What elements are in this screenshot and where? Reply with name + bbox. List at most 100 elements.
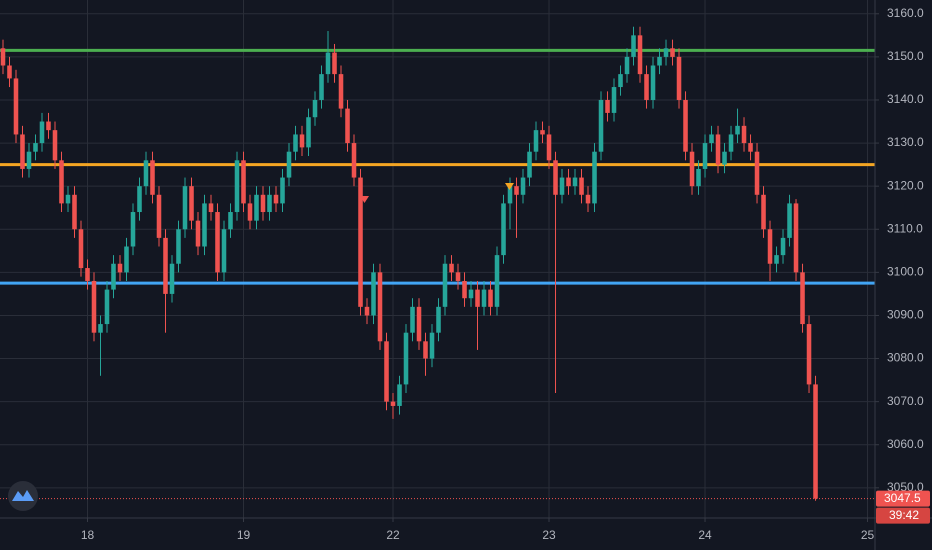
candle-body bbox=[618, 74, 623, 88]
candle-body bbox=[527, 151, 532, 178]
candle-body bbox=[468, 289, 474, 299]
x-tick-label: 24 bbox=[698, 528, 712, 542]
candle-body bbox=[78, 229, 84, 269]
candle-body bbox=[611, 87, 617, 113]
candle-body bbox=[189, 186, 194, 221]
y-tick-label: 3160.0 bbox=[887, 6, 924, 20]
candle-body bbox=[540, 130, 545, 135]
candle-body bbox=[767, 229, 773, 264]
candle-body bbox=[234, 160, 240, 213]
y-tick-label: 3120.0 bbox=[887, 178, 924, 192]
candle-body bbox=[462, 280, 467, 299]
candle-body bbox=[104, 289, 110, 325]
candle-body bbox=[280, 177, 285, 204]
candle-body bbox=[319, 74, 324, 100]
candle-body bbox=[501, 203, 506, 256]
candle-body bbox=[507, 186, 513, 204]
candle-body bbox=[169, 263, 175, 294]
candle-body bbox=[26, 151, 32, 169]
candle-body bbox=[351, 143, 357, 178]
candle-body bbox=[806, 324, 812, 385]
candle-body bbox=[449, 263, 454, 273]
candle-body bbox=[345, 108, 350, 144]
candle-body bbox=[7, 65, 12, 79]
candle-body bbox=[709, 134, 714, 144]
candle-body bbox=[624, 56, 630, 75]
candle-body bbox=[397, 384, 402, 406]
candle-body bbox=[663, 48, 669, 57]
candle-body bbox=[475, 289, 480, 307]
candle-body bbox=[228, 212, 233, 230]
candle-body bbox=[572, 177, 578, 187]
candle-body bbox=[533, 130, 539, 152]
logo bbox=[8, 481, 38, 511]
candle-body bbox=[455, 272, 461, 281]
candle-body bbox=[65, 194, 71, 204]
candle-body bbox=[72, 194, 77, 230]
candle-body bbox=[33, 143, 38, 152]
candle-body bbox=[195, 220, 201, 247]
candle-body bbox=[20, 134, 25, 169]
candle-body bbox=[722, 151, 727, 165]
candle-body bbox=[299, 134, 305, 148]
candle-body bbox=[566, 177, 571, 187]
y-tick-label: 3140.0 bbox=[887, 92, 924, 106]
candle-body bbox=[696, 168, 701, 187]
y-tick-label: 3150.0 bbox=[887, 49, 924, 63]
candle-body bbox=[436, 306, 441, 333]
candle-body bbox=[241, 160, 246, 204]
candle-body bbox=[403, 332, 409, 385]
candle-body bbox=[559, 177, 565, 195]
candle-body bbox=[585, 194, 591, 204]
candle-body bbox=[293, 134, 298, 152]
candle-body bbox=[741, 125, 747, 144]
candle-body bbox=[143, 160, 149, 187]
candle-body bbox=[312, 99, 318, 118]
candle-body bbox=[442, 263, 448, 307]
candle-body bbox=[117, 263, 123, 273]
candle-body bbox=[0, 48, 6, 66]
x-tick-label: 18 bbox=[81, 528, 95, 542]
last-price-box bbox=[876, 490, 930, 507]
candle-body bbox=[670, 48, 675, 57]
candle-body bbox=[520, 177, 526, 195]
candle-body bbox=[676, 56, 682, 100]
candle-body bbox=[59, 160, 64, 204]
candle-body bbox=[208, 203, 214, 213]
x-tick-label: 23 bbox=[542, 528, 556, 542]
signal-marker bbox=[360, 196, 369, 203]
candle-body bbox=[761, 194, 766, 230]
candle-body bbox=[163, 237, 168, 294]
candle-body bbox=[358, 177, 363, 307]
candle-body bbox=[332, 52, 337, 75]
candle-body bbox=[260, 194, 266, 213]
y-tick-label: 3090.0 bbox=[887, 308, 924, 322]
y-tick-label: 3130.0 bbox=[887, 135, 924, 149]
candle-body bbox=[156, 194, 162, 238]
candle-body bbox=[683, 99, 688, 152]
candle-body bbox=[488, 289, 493, 307]
candle-body bbox=[325, 52, 331, 75]
candle-body bbox=[800, 272, 805, 325]
signal-marker bbox=[505, 183, 514, 190]
candle-body bbox=[390, 401, 396, 406]
candle-body bbox=[787, 203, 792, 238]
candle-body bbox=[182, 186, 188, 230]
candle-body bbox=[137, 186, 142, 213]
candle-body bbox=[605, 99, 610, 113]
candle-body bbox=[150, 160, 155, 195]
candle-body bbox=[689, 151, 695, 187]
candle-body bbox=[813, 384, 818, 499]
candle-body bbox=[267, 194, 272, 213]
candle-body bbox=[111, 263, 116, 290]
candle-body bbox=[793, 203, 799, 273]
candle-body bbox=[481, 289, 487, 307]
candle-body bbox=[306, 117, 311, 148]
y-tick-label: 3050.0 bbox=[887, 480, 924, 494]
candle-body bbox=[91, 280, 97, 333]
candle-body bbox=[592, 151, 597, 204]
candle-body bbox=[631, 35, 636, 57]
y-tick-label: 3080.0 bbox=[887, 351, 924, 365]
